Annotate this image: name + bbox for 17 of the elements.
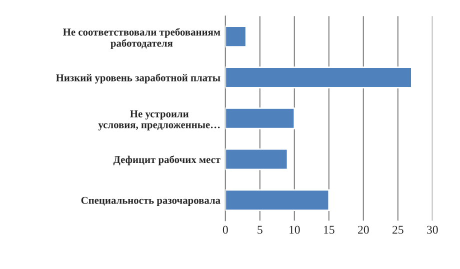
y-tick-label: Специальность разочаровала <box>81 196 220 206</box>
x-tick-label: 15 <box>324 226 334 234</box>
y-tick-label: Дефицит рабочих мест <box>113 156 220 166</box>
x-tick-label: 10 <box>290 226 300 234</box>
x-tick-label: 30 <box>427 226 438 234</box>
x-tick-label: 20 <box>358 226 369 234</box>
bar <box>225 66 412 88</box>
bar <box>225 189 330 212</box>
y-tick-label: Не соответствовали требованиям работодателя <box>63 28 220 49</box>
y-tick-label: Не устроили условия, предложенные… <box>98 110 220 130</box>
x-tick-label: 5 <box>258 226 262 234</box>
bar <box>225 107 296 130</box>
bar <box>225 148 288 170</box>
x-tick-label: 25 <box>392 226 404 234</box>
bar <box>225 26 247 48</box>
y-tick-label: Низкий уровень заработной платы <box>56 74 220 84</box>
x-tick-label: 0 <box>222 226 228 234</box>
